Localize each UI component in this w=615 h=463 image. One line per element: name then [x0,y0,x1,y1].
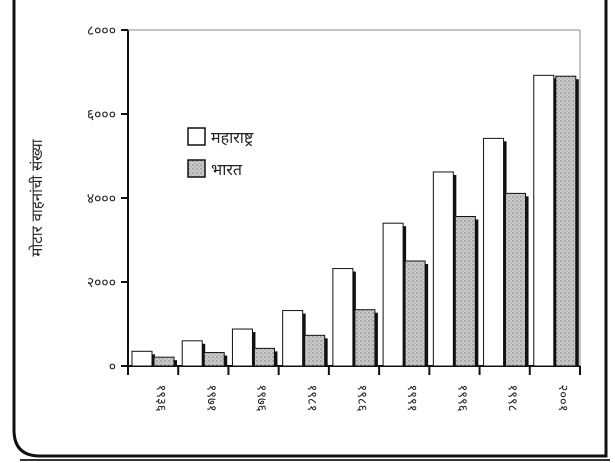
bar-maharashtra [231,328,253,367]
x-tick-label: १९९१ [404,384,419,411]
x-tick-label: १९९८ [505,384,520,411]
legend-label-india: भारत [211,160,243,179]
x-tick-label: १९३६ [153,384,168,411]
x-tick-label: २००१ [555,384,570,411]
bar-maharashtra [382,222,404,367]
bar-maharashtra [181,340,203,367]
bar-maharashtra [432,171,454,367]
bar-india [354,309,376,367]
bar-india [505,192,527,367]
x-tick-label: १९८१ [304,384,319,411]
x-tick-label: १९७१ [203,384,218,411]
bar-india [153,356,175,367]
y-tick-label: ६००० [87,107,116,123]
bars [131,74,579,367]
bar-india [304,334,326,367]
y-axis-title: मोटार वाहनांची संख्या [28,138,46,256]
bar-india [404,260,426,367]
y-tick-label: ० [109,359,116,375]
bar-india [253,347,275,367]
y-ticks: ० २००० ४००० ६००० ८००० [87,23,128,375]
x-tick-label: १९९६ [454,384,469,411]
bar-india [203,352,225,367]
bar-india [454,215,476,367]
bar-india [555,75,577,367]
legend-label-maharashtra: महाराष्ट्र [211,128,254,147]
bar-maharashtra [483,137,505,367]
y-tick-label: २००० [87,275,116,291]
x-ticks: १९३६ १९७१ १९७६ १९८१ १९८६ १९९१ १९९६ १९९८ २००१ [127,366,581,412]
x-tick-label: १९७६ [254,384,269,411]
x-tick-label: १९८६ [354,384,369,411]
bar-maharashtra [282,310,304,367]
frame-border [12,0,608,458]
bar-maharashtra [332,268,354,367]
legend-swatch-maharashtra [187,127,206,146]
y-tick-label: ४००० [87,191,116,207]
legend: महाराष्ट्र भारत [187,127,254,179]
bar-maharashtra [131,350,153,367]
y-tick-label: ८००० [87,23,116,39]
legend-swatch-india [187,159,206,178]
bar-maharashtra [533,74,555,367]
